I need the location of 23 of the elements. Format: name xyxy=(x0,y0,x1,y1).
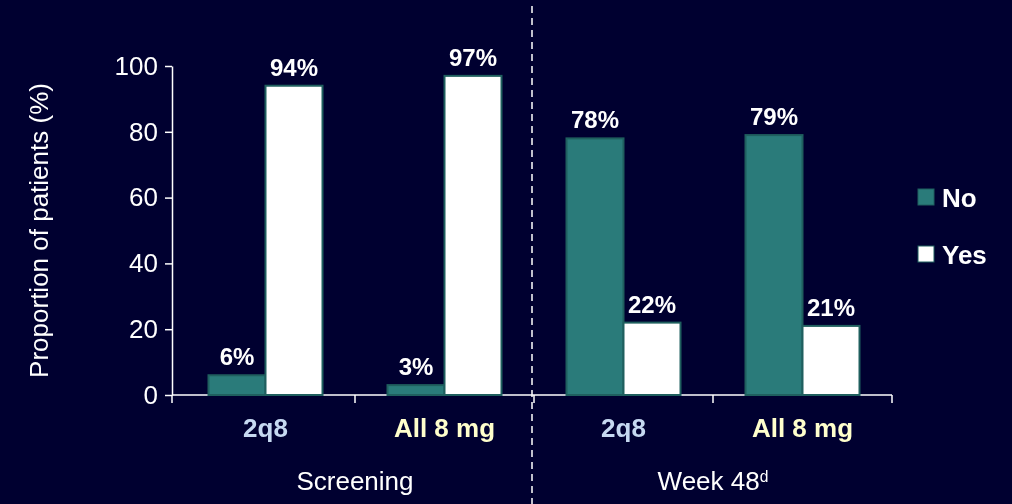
y-tick-label: 0 xyxy=(143,379,158,410)
data-label: 6% xyxy=(219,343,255,371)
y-tick-label: 20 xyxy=(129,314,158,345)
x-tick-label: 2q8 xyxy=(601,413,646,443)
data-label: 79% xyxy=(749,103,799,131)
legend-label: Yes xyxy=(942,240,987,270)
y-axis-title: Proportion of patients (%) xyxy=(24,83,54,378)
data-label: 21% xyxy=(806,293,856,321)
y-tick-label: 80 xyxy=(129,116,158,147)
text: Week 48$^{d}$ xyxy=(657,466,769,496)
data-label: 97% xyxy=(448,43,498,71)
x-tick-label: All 8 mg xyxy=(393,413,496,443)
data-label: 3% xyxy=(398,353,434,381)
y-tick-label: 60 xyxy=(129,182,158,213)
data-label: 94% xyxy=(269,53,319,81)
x-tick-label: 2q8 xyxy=(243,413,288,443)
y-tick-label: 100 xyxy=(114,50,158,81)
legend-label: No xyxy=(942,183,977,213)
text: Screening xyxy=(296,466,414,496)
data-label: 22% xyxy=(627,290,677,318)
data-label: 78% xyxy=(570,106,620,134)
y-tick-label: 40 xyxy=(129,248,158,279)
x-tick-label: All 8 mg xyxy=(751,413,854,443)
